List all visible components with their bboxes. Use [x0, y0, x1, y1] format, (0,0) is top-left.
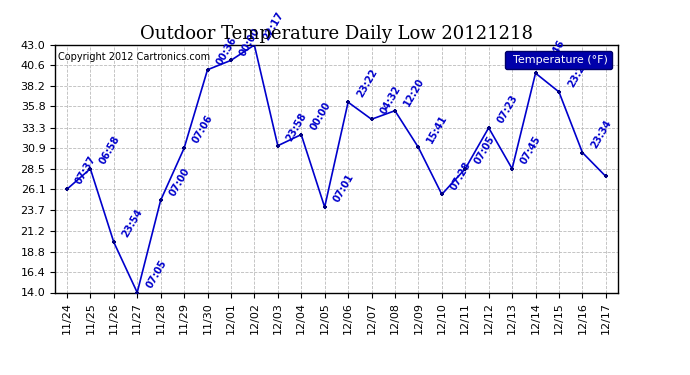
Legend: Temperature (°F): Temperature (°F)	[505, 51, 612, 69]
Point	[108, 239, 119, 245]
Text: 07:06: 07:06	[191, 114, 215, 146]
Point	[389, 108, 400, 114]
Text: 23:34: 23:34	[589, 118, 613, 150]
Text: 04:32: 04:32	[379, 85, 403, 117]
Text: 12:20: 12:20	[402, 76, 426, 108]
Text: 07:01: 07:01	[332, 172, 356, 204]
Point	[132, 290, 143, 296]
Point	[85, 166, 96, 172]
Point	[249, 42, 260, 48]
Point	[273, 143, 284, 149]
Point	[577, 150, 588, 156]
Title: Outdoor Temperature Daily Low 20121218: Outdoor Temperature Daily Low 20121218	[140, 26, 533, 44]
Point	[319, 204, 331, 210]
Point	[296, 132, 307, 138]
Text: 23:54: 23:54	[121, 207, 145, 239]
Text: 22:17: 22:17	[262, 10, 286, 42]
Text: 00:00: 00:00	[308, 100, 333, 132]
Point	[436, 191, 447, 197]
Point	[530, 70, 541, 76]
Text: 00:00: 00:00	[238, 26, 262, 58]
Text: 07:37: 07:37	[74, 154, 98, 186]
Point	[483, 125, 494, 131]
Point	[600, 173, 611, 179]
Text: 23:22: 23:22	[355, 68, 380, 99]
Text: 07:28: 07:28	[448, 160, 473, 192]
Point	[226, 57, 237, 63]
Text: 07:00: 07:00	[168, 166, 192, 198]
Text: 23:25: 23:25	[566, 57, 590, 89]
Point	[155, 197, 166, 203]
Point	[179, 145, 190, 151]
Point	[460, 166, 471, 172]
Point	[61, 186, 72, 192]
Text: 23:58: 23:58	[285, 111, 309, 143]
Text: Copyright 2012 Cartronics.com: Copyright 2012 Cartronics.com	[58, 53, 210, 62]
Point	[553, 89, 564, 95]
Point	[202, 67, 213, 73]
Point	[366, 116, 377, 122]
Text: 00:36: 00:36	[215, 35, 239, 67]
Text: 07:05: 07:05	[144, 258, 168, 290]
Text: 07:23: 07:23	[495, 93, 520, 125]
Text: 00:46: 00:46	[542, 39, 566, 70]
Text: 07:05: 07:05	[472, 134, 496, 166]
Point	[342, 99, 353, 105]
Text: 07:45: 07:45	[519, 134, 543, 166]
Point	[506, 166, 518, 172]
Text: 15:41: 15:41	[425, 113, 449, 145]
Point	[413, 144, 424, 150]
Text: 06:58: 06:58	[97, 134, 121, 166]
